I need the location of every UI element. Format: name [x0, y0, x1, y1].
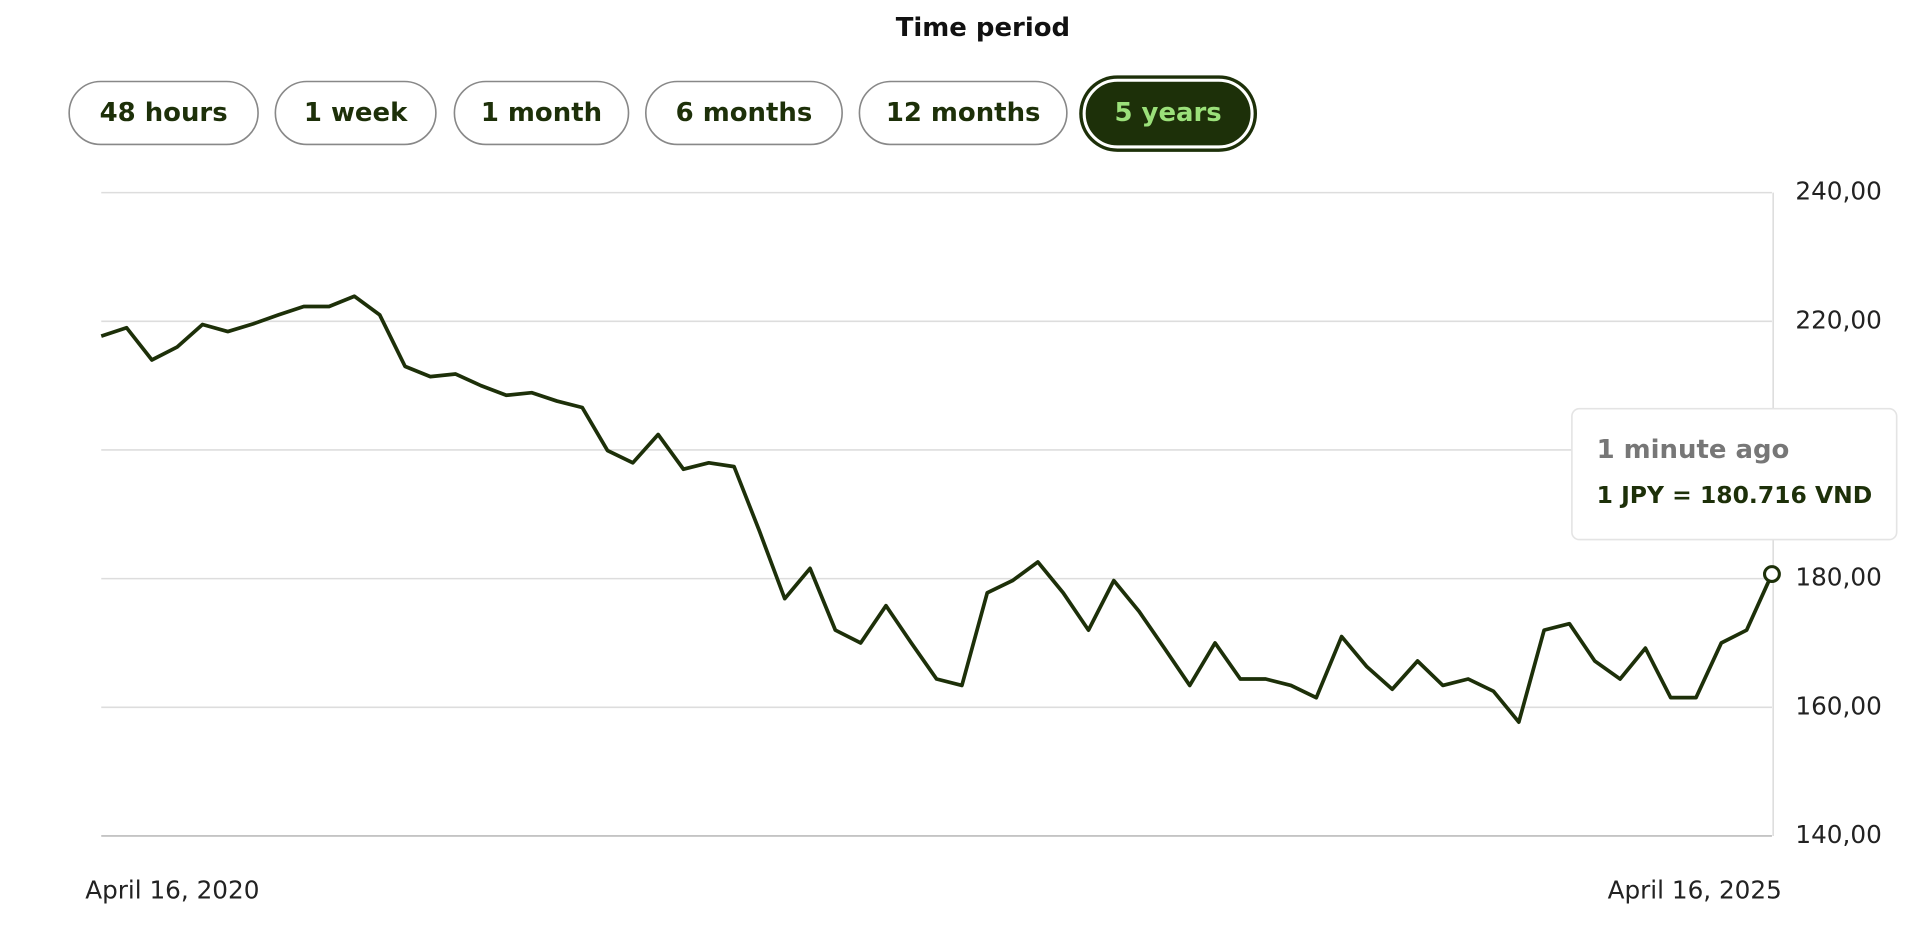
button-ring	[1082, 78, 1254, 149]
y-tick-label: 140,00	[1795, 820, 1881, 849]
button-bg	[274, 80, 437, 146]
button-label: 5 years	[1114, 98, 1221, 128]
button-label: 48 hours	[100, 98, 228, 128]
y-tick-label: 180,00	[1795, 563, 1881, 592]
latest-point	[1762, 565, 1781, 583]
period-button[interactable]: 6 months	[644, 80, 843, 146]
button-bg	[858, 80, 1068, 146]
period-button[interactable]: 48 hours	[68, 80, 259, 146]
x-tick-label: April 16, 2025	[1608, 876, 1782, 905]
button-bg	[453, 80, 630, 146]
section-title: Time period	[896, 13, 1070, 43]
period-button[interactable]: 1 month	[453, 80, 630, 146]
button-bg	[644, 80, 843, 146]
content: Time period 48 hours 1 week 1 month 6 month…	[68, 13, 1898, 905]
tooltip-rate: 1 JPY = 180.716 VND	[1597, 481, 1873, 509]
period-button[interactable]: 5 years	[1079, 75, 1258, 152]
button-label: 6 months	[676, 98, 813, 128]
y-tick-label: 220,00	[1795, 305, 1881, 334]
period-button[interactable]: 1 week	[274, 80, 437, 146]
y-tick-label: 240,00	[1795, 177, 1881, 206]
button-label: 12 months	[886, 98, 1041, 128]
button-bg	[68, 80, 259, 146]
rate-line	[100, 294, 1774, 724]
x-tick-label: April 16, 2020	[85, 876, 259, 905]
tooltip-time: 1 minute ago	[1597, 435, 1790, 465]
button-label: 1 month	[481, 98, 602, 128]
tooltip-box	[1571, 407, 1898, 541]
y-tick-label: 160,00	[1795, 691, 1881, 720]
button-bg	[1079, 75, 1258, 152]
button-label: 1 week	[304, 98, 408, 128]
period-button[interactable]: 12 months	[858, 80, 1068, 146]
tooltip: 1 minute ago 1 JPY = 180.716 VND	[1571, 407, 1898, 541]
